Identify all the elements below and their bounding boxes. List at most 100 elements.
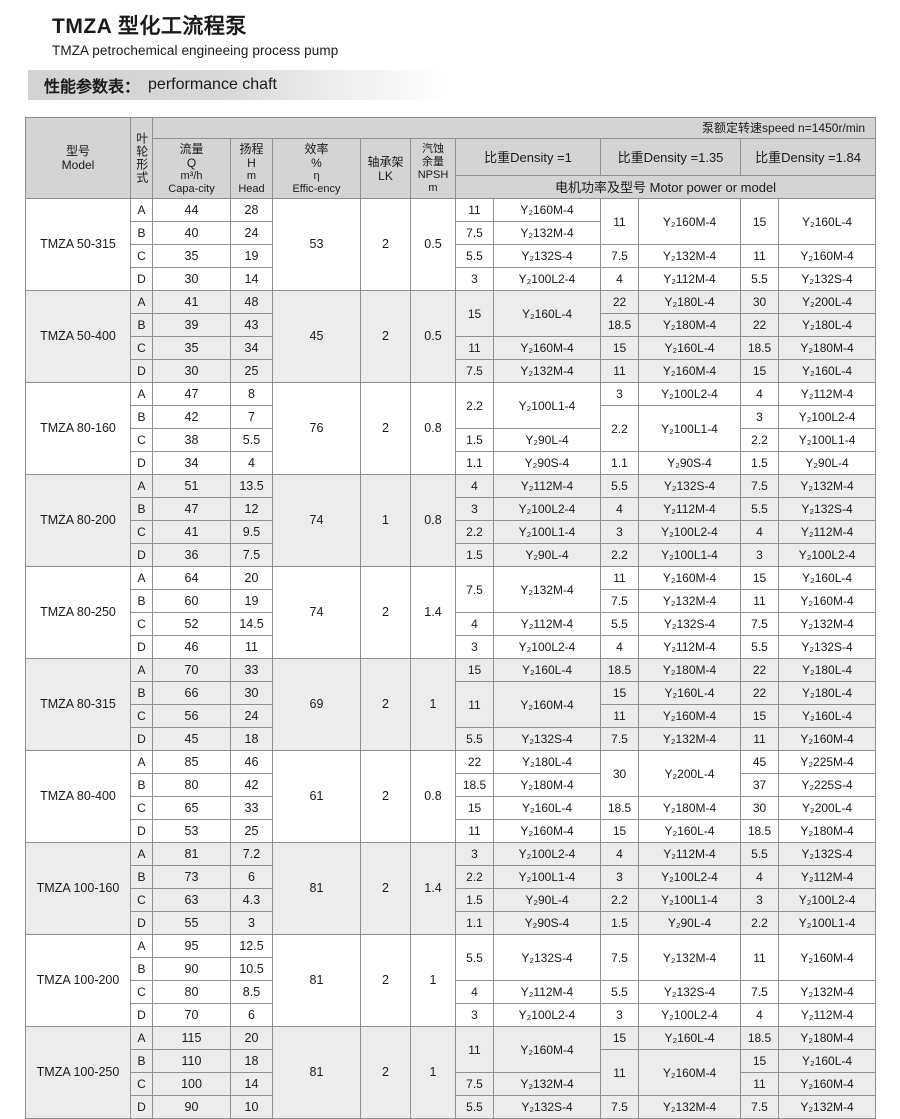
bearing-cell: 1	[360, 474, 411, 568]
npsh-cell: 1	[410, 934, 456, 1028]
motor-model-cell: Y₂132M-4	[777, 474, 877, 499]
flow-cell: 73	[152, 865, 231, 890]
head-cell: 6	[230, 1003, 273, 1028]
motor-model-cell: Y₂132S-4	[777, 842, 877, 867]
motor-model-cell: Y₂100L2-4	[493, 497, 601, 522]
col-header-model: 型号 Model	[25, 117, 131, 200]
impeller-type-cell: A	[130, 934, 153, 959]
motor-power-cell: 4	[600, 267, 639, 292]
table-row: B 47 12 3 Y₂100L2-4 4 Y₂112M-4 5.5 Y₂132S-4	[26, 497, 877, 522]
head-cell: 12.5	[230, 934, 273, 959]
efficiency-cell: 53	[272, 198, 361, 292]
motor-power-cell: 2.2	[600, 543, 639, 568]
col-header-npsh-unit: m	[428, 181, 438, 194]
impeller-type-cell: A	[130, 658, 153, 683]
motor-power-cell: 15	[600, 819, 639, 844]
col-header-flow-cn: 流量	[179, 141, 204, 156]
motor-power-cell: 11	[600, 359, 639, 384]
motor-model-cell: Y₂132S-4	[777, 267, 877, 292]
bearing-cell: 2	[360, 566, 411, 660]
col-header-model-en: Model	[61, 158, 95, 173]
flow-cell: 63	[152, 888, 231, 913]
motor-power-cell: 11	[600, 1049, 639, 1097]
motor-model-cell: Y₂160M-4	[493, 1026, 601, 1074]
header-row-speed: 型号 Model 叶轮形式 泵额定转速speed n=1450r/min	[25, 117, 877, 200]
head-cell: 13.5	[230, 474, 273, 499]
flow-cell: 56	[152, 704, 231, 729]
motor-power-cell: 45	[740, 750, 779, 775]
motor-power-cell: 5.5	[740, 635, 779, 660]
motor-power-cell: 15	[600, 681, 639, 706]
motor-power-cell: 7.5	[455, 359, 494, 384]
flow-cell: 41	[152, 520, 231, 545]
flow-cell: 81	[152, 842, 231, 867]
flow-cell: 70	[152, 1003, 231, 1028]
flow-cell: 45	[152, 727, 231, 752]
motor-model-cell: Y₂100L2-4	[493, 635, 601, 660]
col-header-flow: 流量 Q m³/h Capa-city	[152, 138, 231, 200]
pump-model-cell: TMZA 100-250	[25, 1026, 131, 1119]
motor-model-cell: Y₂180L-4	[493, 750, 601, 775]
motor-power-cell: 15	[740, 1049, 779, 1074]
impeller-type-cell: A	[130, 382, 153, 407]
head-cell: 10	[230, 1095, 273, 1119]
motor-model-cell: Y₂112M-4	[638, 635, 741, 660]
flow-cell: 80	[152, 773, 231, 798]
motor-model-cell: Y₂132M-4	[493, 566, 601, 614]
table-row: C 100 14 7.5 Y₂132M-4 11 Y₂160M-4	[26, 1072, 877, 1097]
motor-model-cell: Y₂132S-4	[638, 474, 741, 499]
table-row: C 65 33 15 Y₂160L-4 18.5 Y₂180M-4 30 Y₂200L-4	[26, 796, 877, 821]
col-header-impeller-label: 叶轮形式	[134, 132, 149, 185]
page-title-en: TMZA petrochemical engineeing process pu…	[52, 43, 339, 59]
performance-table: 型号 Model 叶轮形式 泵额定转速speed n=1450r/min 流量 …	[25, 117, 877, 1119]
motor-model-cell: Y₂132M-4	[638, 589, 741, 614]
motor-power-cell: 4	[740, 865, 779, 890]
motor-power-cell: 18.5	[600, 796, 639, 821]
motor-model-cell: Y₂132M-4	[638, 1095, 741, 1119]
impeller-type-cell: D	[130, 451, 153, 476]
pump-model-cell: TMZA 80-200	[25, 474, 131, 568]
motor-power-cell: 2.2	[600, 405, 639, 453]
impeller-type-cell: D	[130, 267, 153, 292]
head-cell: 19	[230, 589, 273, 614]
motor-power-cell: 11	[455, 1026, 494, 1074]
motor-model-cell: Y₂132S-4	[638, 980, 741, 1005]
table-row: TMZA 80-200 A 51 13.5 74 1 0.8 4 Y₂112M-4 5.5 Y₂13…	[25, 474, 877, 568]
table-row: C 52 14.5 4 Y₂112M-4 5.5 Y₂132S-4 7.5 Y₂132M-4	[26, 612, 877, 637]
motor-power-cell: 4	[740, 1003, 779, 1028]
motor-model-cell: Y₂132S-4	[493, 1095, 601, 1119]
motor-power-cell: 4	[740, 382, 779, 407]
col-header-motor: 电机功率及型号 Motor power or model	[454, 175, 877, 200]
motor-model-cell: Y₂100L2-4	[493, 267, 601, 292]
efficiency-cell: 76	[272, 382, 361, 476]
flow-cell: 51	[152, 474, 231, 499]
motor-power-cell: 7.5	[740, 980, 779, 1005]
table-row: B 66 30 11 Y₂160M-4 15 Y₂160L-4 22 Y₂180L-4	[26, 681, 877, 729]
impeller-type-cell: D	[130, 543, 153, 568]
motor-power-cell: 11	[600, 198, 639, 246]
motor-power-cell: 5.5	[740, 842, 779, 867]
motor-power-cell: 30	[600, 750, 639, 798]
motor-power-cell: 30	[740, 290, 779, 315]
table-head: 型号 Model 叶轮形式 泵额定转速speed n=1450r/min 流量 …	[25, 117, 877, 200]
table-row: B 60 19 7.5 Y₂132M-4 11 Y₂160M-4	[26, 589, 877, 614]
motor-model-cell: Y₂132S-4	[777, 635, 877, 660]
motor-model-cell: Y₂180L-4	[777, 681, 877, 706]
impeller-type-cell: C	[130, 1072, 153, 1097]
impeller-type-cell: C	[130, 428, 153, 453]
motor-model-cell: Y₂200L-4	[638, 750, 741, 798]
col-header-density-184: 比重Density =1.84	[739, 138, 877, 177]
head-cell: 7.5	[230, 543, 273, 568]
motor-power-cell: 7.5	[455, 221, 494, 246]
col-header-npsh-cn1: 汽蚀	[422, 142, 444, 155]
motor-model-cell: Y₂160L-4	[777, 198, 877, 246]
bearing-cell: 2	[360, 658, 411, 752]
motor-model-cell: Y₂180M-4	[638, 313, 741, 338]
bearing-cell: 2	[360, 198, 411, 292]
motor-model-cell: Y₂132S-4	[638, 612, 741, 637]
head-cell: 33	[230, 658, 273, 683]
motor-power-cell: 3	[740, 543, 779, 568]
motor-power-cell: 1.5	[455, 428, 494, 453]
motor-power-cell: 15	[455, 796, 494, 821]
motor-power-cell: 11	[740, 727, 779, 752]
